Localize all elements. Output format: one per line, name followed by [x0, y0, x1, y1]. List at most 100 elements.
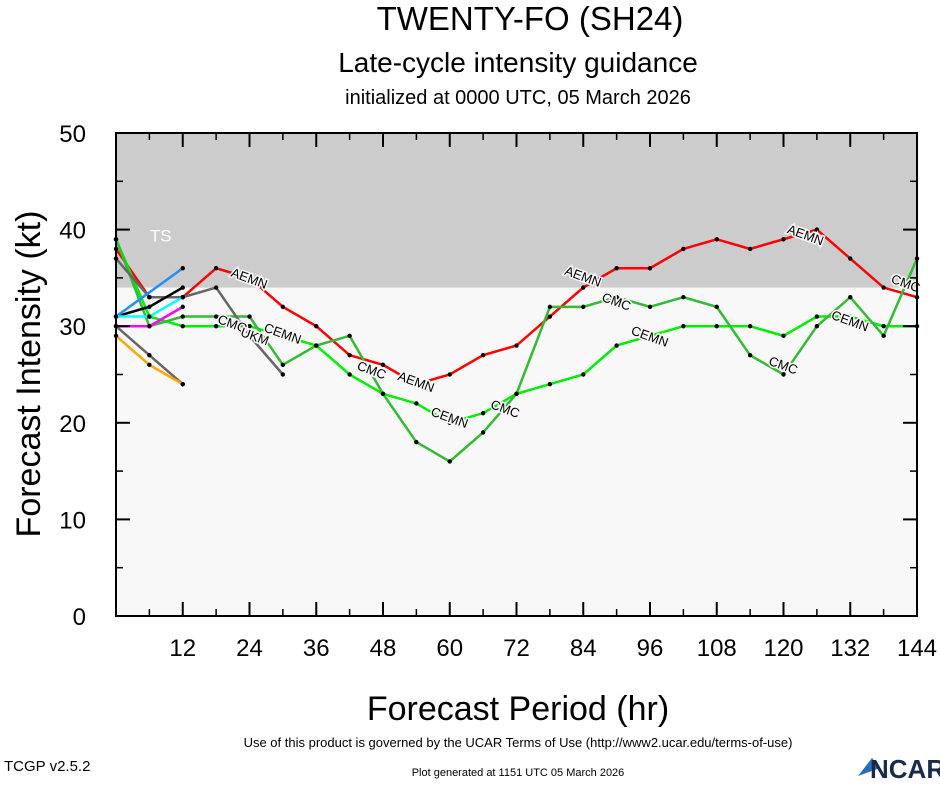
data-point — [180, 295, 185, 300]
data-point — [614, 295, 619, 300]
data-point — [447, 372, 452, 377]
y-tick-label: 0 — [73, 604, 86, 631]
data-point — [614, 343, 619, 348]
series-aemn — [113, 227, 920, 387]
x-tick-label: 48 — [370, 635, 397, 662]
data-point — [314, 343, 319, 348]
x-tick-label: 12 — [169, 635, 196, 662]
data-point — [180, 381, 185, 387]
x-tick-label: 108 — [697, 635, 737, 662]
data-point — [147, 304, 152, 310]
series-line — [115, 257, 284, 376]
data-point — [547, 314, 553, 319]
data-point — [480, 430, 486, 435]
series-line — [115, 267, 184, 318]
data-point — [280, 372, 286, 377]
data-point — [581, 304, 586, 310]
data-point — [180, 324, 185, 329]
y-tick-label: 20 — [59, 411, 86, 438]
y-tick-label: 30 — [59, 314, 86, 341]
data-point — [414, 381, 419, 387]
data-point — [147, 295, 152, 300]
chart-title: TWENTY-FO (SH24) — [377, 0, 684, 37]
data-point — [213, 314, 219, 319]
data-point — [814, 314, 820, 319]
data-point — [714, 304, 719, 310]
ts-band — [116, 133, 917, 288]
data-point — [480, 352, 486, 358]
data-point — [747, 324, 753, 329]
data-point — [213, 285, 219, 290]
data-point — [147, 314, 152, 319]
data-point — [347, 333, 352, 339]
data-point — [347, 372, 352, 377]
data-point — [414, 401, 419, 406]
x-tick-label: 36 — [303, 635, 330, 662]
x-tick-label: 96 — [637, 635, 664, 662]
data-point — [180, 314, 185, 319]
data-point — [614, 266, 619, 271]
data-point — [848, 295, 853, 300]
data-point — [814, 324, 820, 329]
data-point — [848, 256, 853, 261]
ts-band-label: TS — [150, 227, 172, 246]
data-point — [180, 285, 185, 290]
data-point — [781, 237, 786, 242]
series-model-6 — [113, 295, 185, 319]
series-cmc — [113, 237, 920, 464]
x-tick-label: 24 — [236, 635, 263, 662]
data-point — [781, 372, 786, 377]
data-point — [147, 324, 152, 329]
data-point — [180, 266, 185, 271]
data-point — [314, 324, 319, 329]
data-point — [681, 295, 686, 300]
generated-time: Plot generated at 1151 UTC 05 March 2026 — [412, 767, 625, 779]
data-point — [180, 304, 185, 310]
data-point — [881, 324, 886, 329]
series-ukm — [113, 256, 286, 377]
data-point — [280, 333, 286, 339]
data-point — [881, 333, 886, 339]
y-tick-label: 50 — [59, 121, 86, 148]
data-point — [347, 352, 352, 358]
data-point — [514, 391, 519, 397]
data-point — [480, 410, 486, 416]
x-axis-label: Forecast Period (hr) — [367, 690, 669, 728]
data-point — [280, 362, 286, 368]
data-point — [247, 314, 252, 319]
data-point — [514, 343, 519, 348]
data-point — [380, 362, 386, 368]
x-tick-label: 60 — [436, 635, 463, 662]
data-point — [380, 391, 386, 397]
data-point — [714, 324, 719, 329]
data-point — [547, 381, 553, 387]
x-tick-label: 84 — [570, 635, 597, 662]
data-point — [681, 324, 686, 329]
data-point — [213, 324, 219, 329]
data-point — [747, 246, 753, 252]
data-point — [581, 372, 586, 377]
data-point — [647, 266, 653, 271]
x-tick-label: 144 — [897, 635, 937, 662]
svg-text:NCAR: NCAR — [870, 754, 940, 780]
chart-init-time: initialized at 0000 UTC, 05 March 2026 — [345, 87, 691, 109]
data-point — [247, 333, 252, 339]
data-point — [447, 459, 452, 464]
data-point — [714, 237, 719, 242]
data-point — [280, 304, 286, 310]
data-point — [447, 420, 452, 425]
data-point — [814, 227, 820, 232]
data-point — [848, 314, 853, 319]
data-point — [414, 439, 419, 445]
data-point — [247, 324, 252, 329]
data-point — [681, 246, 686, 252]
data-point — [581, 285, 586, 290]
y-tick-label: 40 — [59, 218, 86, 245]
version-label: TCGP v2.5.2 — [4, 758, 90, 775]
data-point — [147, 352, 152, 358]
chart-subtitle: Late-cycle intensity guidance — [338, 47, 698, 78]
data-point — [547, 304, 553, 310]
x-tick-label: 132 — [830, 635, 870, 662]
data-point — [247, 275, 252, 281]
